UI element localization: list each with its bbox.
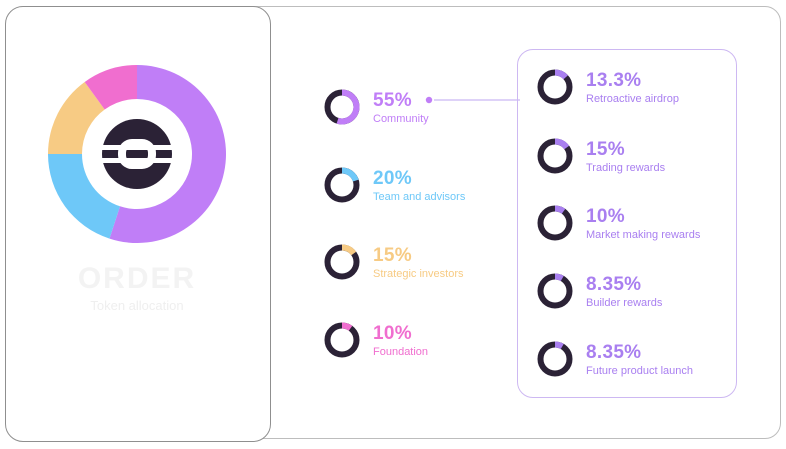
future-product-mini-donut bbox=[537, 341, 573, 377]
allocation-label: Strategic investors bbox=[373, 268, 464, 280]
trading-mini-donut bbox=[537, 138, 573, 174]
donut-slice-team-and-advisors bbox=[48, 154, 121, 239]
breakdown-pct: 10% bbox=[586, 206, 625, 227]
order-logo-icon bbox=[98, 119, 176, 189]
breakdown-pct: 15% bbox=[586, 139, 625, 160]
team-mini-donut bbox=[324, 167, 360, 203]
allocation-pct: 20% bbox=[373, 168, 412, 189]
community-breakdown-box bbox=[517, 49, 737, 398]
allocation-pct: 15% bbox=[373, 245, 412, 266]
mini-donut-segment bbox=[342, 167, 359, 182]
breakdown-label: Future product launch bbox=[586, 365, 694, 377]
mini-donut-track bbox=[537, 273, 573, 309]
breakdown-pct: 8.35% bbox=[586, 274, 642, 295]
breakdown-pct: 8.35% bbox=[586, 342, 642, 363]
mini-donut-segment bbox=[555, 205, 566, 214]
strategic-mini-donut bbox=[324, 244, 360, 280]
brand-wordmark: ORDER bbox=[77, 262, 197, 295]
mini-donut-segment bbox=[555, 138, 570, 150]
mini-donut-segment bbox=[342, 244, 357, 256]
card-subtitle: Token allocation bbox=[90, 298, 184, 313]
foundation-mini-donut bbox=[324, 322, 360, 358]
connector-line bbox=[425, 96, 520, 104]
breakdown-label: Trading rewards bbox=[586, 162, 666, 174]
breakdown-label: Retroactive airdrop bbox=[586, 93, 679, 105]
allocation-pct: 10% bbox=[373, 323, 412, 344]
mini-donut-track bbox=[537, 205, 573, 241]
mini-donut-track bbox=[324, 322, 360, 358]
mini-donut-segment bbox=[555, 341, 564, 350]
mini-donut-track bbox=[537, 341, 573, 377]
donut-slice-strategic-investors bbox=[48, 81, 105, 154]
breakdown-label: Builder rewards bbox=[586, 297, 663, 309]
main-donut-chart bbox=[48, 65, 226, 243]
community-mini-donut bbox=[324, 89, 360, 125]
allocation-label: Team and advisors bbox=[373, 191, 466, 203]
airdrop-mini-donut bbox=[537, 69, 573, 105]
donut-slice-foundation bbox=[84, 65, 137, 110]
allocation-label: Community bbox=[373, 113, 429, 125]
donut-slice-community bbox=[109, 65, 226, 243]
mini-donut-segment bbox=[342, 322, 353, 331]
builder-mini-donut bbox=[537, 273, 573, 309]
market-making-mini-donut bbox=[537, 205, 573, 241]
mini-donut-segment bbox=[336, 89, 360, 125]
breakdown-pct: 13.3% bbox=[586, 70, 642, 91]
mini-donut-segment bbox=[555, 273, 564, 282]
allocation-pct: 55% bbox=[373, 90, 412, 111]
mini-donut-segment bbox=[555, 69, 568, 80]
breakdown-label: Market making rewards bbox=[586, 229, 701, 241]
allocation-label: Foundation bbox=[373, 346, 429, 358]
